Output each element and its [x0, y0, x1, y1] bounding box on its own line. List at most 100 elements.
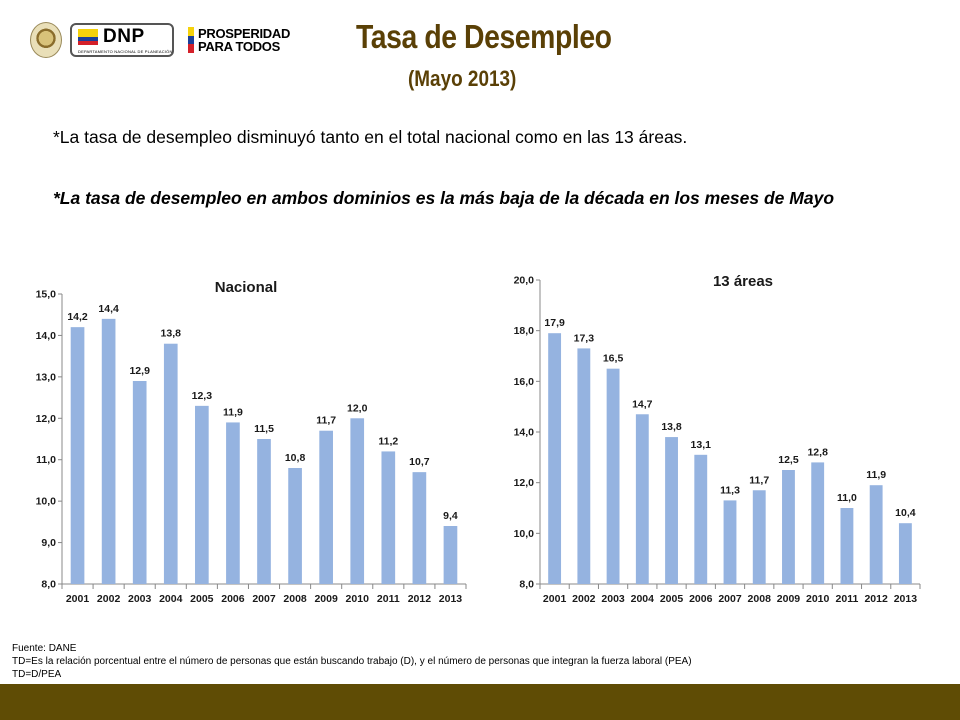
x-tick-label: 2009	[314, 593, 338, 605]
x-tick-label: 2012	[864, 593, 888, 605]
y-tick-label: 10,0	[514, 528, 535, 540]
bar	[195, 405, 209, 584]
data-label: 16,5	[603, 353, 624, 365]
y-tick-label: 8,0	[41, 579, 56, 591]
data-label: 9,4	[443, 510, 458, 522]
y-tick-label: 11,0	[36, 454, 56, 466]
x-tick-label: 2011	[377, 593, 400, 605]
y-tick-label: 14,0	[514, 427, 535, 439]
bar	[101, 318, 116, 584]
bar	[70, 327, 85, 584]
x-tick-label: 2006	[689, 593, 713, 605]
bar	[443, 526, 458, 584]
data-label: 11,9	[223, 406, 243, 418]
x-tick-label: 2005	[190, 593, 214, 605]
bar	[319, 430, 333, 584]
data-label: 11,9	[866, 469, 886, 481]
x-tick-label: 2010	[346, 593, 370, 605]
bar	[226, 422, 240, 584]
x-tick-label: 2005	[660, 593, 684, 605]
bar	[869, 485, 883, 584]
y-tick-label: 12,0	[514, 477, 535, 489]
y-tick-label: 18,0	[514, 325, 535, 337]
y-tick-label: 13,0	[36, 371, 57, 383]
dnp-logo-text: DNP	[103, 26, 145, 47]
data-label: 14,7	[632, 398, 653, 410]
colombia-flag-icon	[78, 29, 98, 45]
data-label: 13,8	[161, 328, 182, 340]
bar	[898, 523, 912, 584]
data-label: 14,4	[98, 303, 119, 315]
chart-title: 13 áreas	[713, 273, 773, 290]
bar	[381, 451, 396, 584]
bar	[257, 439, 271, 584]
data-label: 11,7	[749, 474, 769, 486]
bar	[752, 490, 766, 584]
bar	[577, 348, 591, 584]
chart-title: Nacional	[215, 279, 278, 296]
data-label: 11,5	[254, 423, 274, 435]
bar	[840, 508, 854, 584]
x-tick-label: 2007	[718, 593, 742, 605]
x-tick-label: 2004	[159, 593, 183, 605]
bar	[606, 368, 620, 584]
x-tick-label: 2009	[777, 593, 801, 605]
y-tick-label: 15,0	[36, 289, 57, 301]
data-label: 12,8	[807, 446, 828, 458]
x-tick-label: 2013	[439, 593, 463, 605]
bar	[694, 454, 708, 584]
x-tick-label: 2002	[572, 593, 596, 605]
footnote: Fuente: DANE TD=Es la relación porcentua…	[12, 642, 692, 681]
dnp-logo: DNP DEPARTAMENTO NACIONAL DE PLANEACIÓN	[70, 23, 174, 57]
data-label: 10,8	[285, 452, 306, 464]
chart-nacional: 8,0 9,0 10,0 11,0 12,0 13,0 14,0 15,0 14,2 2001 14…	[36, 279, 467, 605]
prosperidad-flag-icon	[188, 27, 194, 54]
data-label: 11,7	[316, 415, 336, 427]
bar	[665, 437, 678, 584]
data-label: 10,7	[409, 456, 430, 468]
y-tick-label: 9,0	[41, 537, 56, 549]
y-tick-label: 8,0	[519, 579, 534, 591]
data-label: 10,4	[895, 507, 916, 519]
chart-13-areas: 8,0 10,0 12,0 14,0 16,0 18,0 20,0 17,9 2001 17,3 2…	[514, 273, 921, 605]
summary-paragraph-1: *La tasa de desempleo disminuyó tanto en…	[53, 127, 688, 147]
x-tick-label: 2007	[252, 593, 276, 605]
colombia-seal-icon	[30, 22, 62, 58]
y-tick-label: 16,0	[514, 376, 535, 388]
x-tick-label: 2002	[97, 593, 121, 605]
x-tick-label: 2001	[66, 593, 90, 605]
bar	[811, 462, 825, 584]
y-tick-label: 14,0	[36, 330, 57, 342]
bar	[288, 468, 302, 584]
data-label: 12,9	[129, 365, 150, 377]
data-label: 17,3	[574, 332, 595, 344]
footer-bar	[0, 684, 960, 720]
prosperidad-line1: PROSPERIDAD	[198, 26, 291, 41]
data-label: 11,0	[837, 492, 857, 504]
x-tick-label: 2003	[128, 593, 152, 605]
bar	[723, 500, 737, 584]
source-note: Fuente: DANE	[12, 643, 77, 654]
data-label: 11,3	[720, 484, 740, 496]
bar	[350, 418, 365, 584]
x-tick-label: 2001	[543, 593, 567, 605]
data-label: 17,9	[544, 317, 565, 329]
x-tick-label: 2008	[748, 593, 772, 605]
dnp-logo-subtext: DEPARTAMENTO NACIONAL DE PLANEACIÓN	[78, 49, 173, 54]
x-tick-label: 2003	[601, 593, 625, 605]
page-subtitle: (Mayo 2013)	[408, 66, 517, 91]
data-label: 13,8	[661, 421, 682, 433]
data-label: 13,1	[691, 439, 712, 451]
bar	[782, 470, 795, 584]
bar	[412, 472, 427, 584]
definition-note: TD=Es la relación porcentual entre el nú…	[12, 656, 692, 667]
y-tick-label: 12,0	[36, 413, 57, 425]
data-label: 12,0	[347, 402, 368, 414]
data-label: 14,2	[67, 311, 88, 323]
bar	[548, 333, 562, 584]
bar	[635, 414, 649, 584]
formula-note: TD=D/PEA	[12, 669, 62, 680]
data-label: 12,5	[778, 454, 799, 466]
x-tick-label: 2011	[836, 593, 859, 605]
prosperidad-line2: PARA TODOS	[198, 39, 280, 54]
